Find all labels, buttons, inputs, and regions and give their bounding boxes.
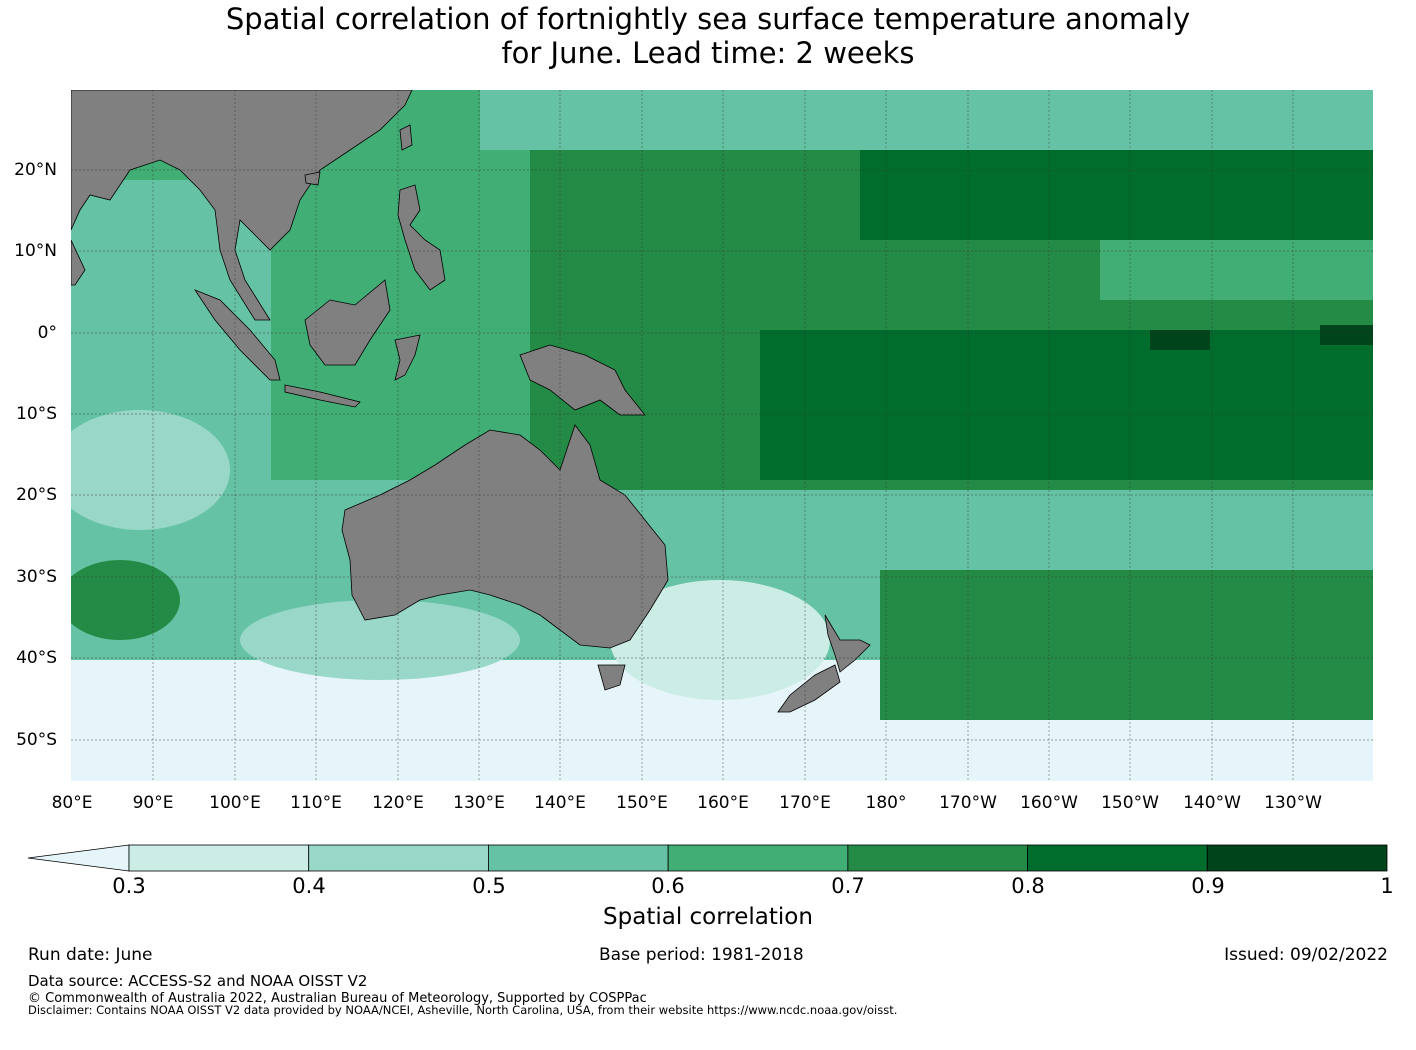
lon-label: 140°W bbox=[1183, 793, 1241, 813]
lon-label: 180° bbox=[865, 793, 907, 813]
disclaimer: Disclaimer: Contains NOAA OISST V2 data … bbox=[28, 1003, 898, 1017]
south-pacific-band bbox=[880, 570, 1373, 720]
copyright: © Commonwealth of Australia 2022, Austra… bbox=[28, 991, 647, 1006]
gridlines bbox=[71, 90, 1373, 781]
colorbar-tick: 0.9 bbox=[1191, 874, 1225, 898]
lon-label: 150°E bbox=[616, 793, 668, 813]
lat-label: 10°S bbox=[16, 404, 57, 424]
lon-label: 130°E bbox=[453, 793, 505, 813]
tasman-light bbox=[610, 580, 830, 700]
lat-label: 10°N bbox=[14, 241, 57, 261]
pacific-band-0.9-east bbox=[1320, 325, 1373, 345]
lon-label: 120°E bbox=[372, 793, 424, 813]
lon-label: 160°W bbox=[1020, 793, 1078, 813]
lon-label: 160°E bbox=[697, 793, 749, 813]
pacific-band-0.9 bbox=[1150, 330, 1210, 350]
pacific-band-0.8-north bbox=[860, 150, 1373, 240]
lat-label: 40°S bbox=[16, 648, 57, 668]
land-borneo bbox=[304, 279, 391, 366]
land-nz-south bbox=[777, 664, 841, 713]
lat-label: 30°S bbox=[16, 567, 57, 587]
indian-ocean-patch bbox=[71, 410, 230, 530]
chart-title: Spatial correlation of fortnightly sea s… bbox=[0, 2, 1416, 70]
lat-label: 0° bbox=[37, 323, 57, 343]
lat-label: 50°S bbox=[16, 730, 57, 750]
land-tasmania bbox=[597, 664, 626, 691]
land-sumatra bbox=[193, 289, 281, 381]
colorbar-tick: 0.8 bbox=[1011, 874, 1045, 898]
land-taiwan bbox=[399, 124, 413, 151]
data-source: Data source: ACCESS-S2 and NOAA OISST V2 bbox=[28, 972, 368, 990]
lon-label: 170°E bbox=[779, 793, 831, 813]
lon-label: 130°W bbox=[1264, 793, 1322, 813]
issued-date: Issued: 09/02/2022 bbox=[1224, 945, 1388, 965]
base-period: Base period: 1981-2018 bbox=[599, 945, 804, 965]
lon-label: 150°W bbox=[1101, 793, 1159, 813]
south-pacific-light bbox=[880, 490, 1373, 570]
pacific-band-0.8-eq bbox=[760, 330, 1373, 480]
land-asia bbox=[71, 90, 413, 321]
lat-label: 20°N bbox=[14, 160, 57, 180]
land-sulawesi bbox=[394, 334, 421, 381]
colorbar-tick: 0.7 bbox=[831, 874, 865, 898]
run-date: Run date: June bbox=[28, 945, 153, 965]
lon-label: 80°E bbox=[51, 793, 93, 813]
south-indian-green bbox=[71, 560, 180, 640]
southern-ocean-light bbox=[240, 600, 520, 680]
colorbar-tick: 1 bbox=[1380, 874, 1394, 898]
land-india-tip bbox=[71, 239, 86, 286]
colorbar-tick: 0.3 bbox=[112, 874, 146, 898]
north-pacific-strip bbox=[480, 90, 1373, 150]
land-philippines bbox=[397, 184, 446, 291]
land-new-guinea bbox=[519, 344, 646, 416]
pacific-mid-band bbox=[1100, 240, 1373, 300]
colorbar-label: Spatial correlation bbox=[603, 904, 813, 930]
lon-label: 100°E bbox=[209, 793, 261, 813]
lon-label: 90°E bbox=[132, 793, 174, 813]
lon-label: 140°E bbox=[534, 793, 586, 813]
colorbar-tick: 0.5 bbox=[472, 874, 506, 898]
land-australia bbox=[341, 424, 669, 649]
title-line-1: Spatial correlation of fortnightly sea s… bbox=[225, 2, 1191, 36]
land-java bbox=[284, 384, 361, 408]
title-line-2: for June. Lead time: 2 weeks bbox=[501, 36, 915, 70]
lon-label: 110°E bbox=[290, 793, 342, 813]
colorbar-tick: 0.6 bbox=[651, 874, 685, 898]
colorbar-tick: 0.4 bbox=[292, 874, 326, 898]
lat-label: 20°S bbox=[16, 485, 57, 505]
lon-label: 170°W bbox=[939, 793, 997, 813]
